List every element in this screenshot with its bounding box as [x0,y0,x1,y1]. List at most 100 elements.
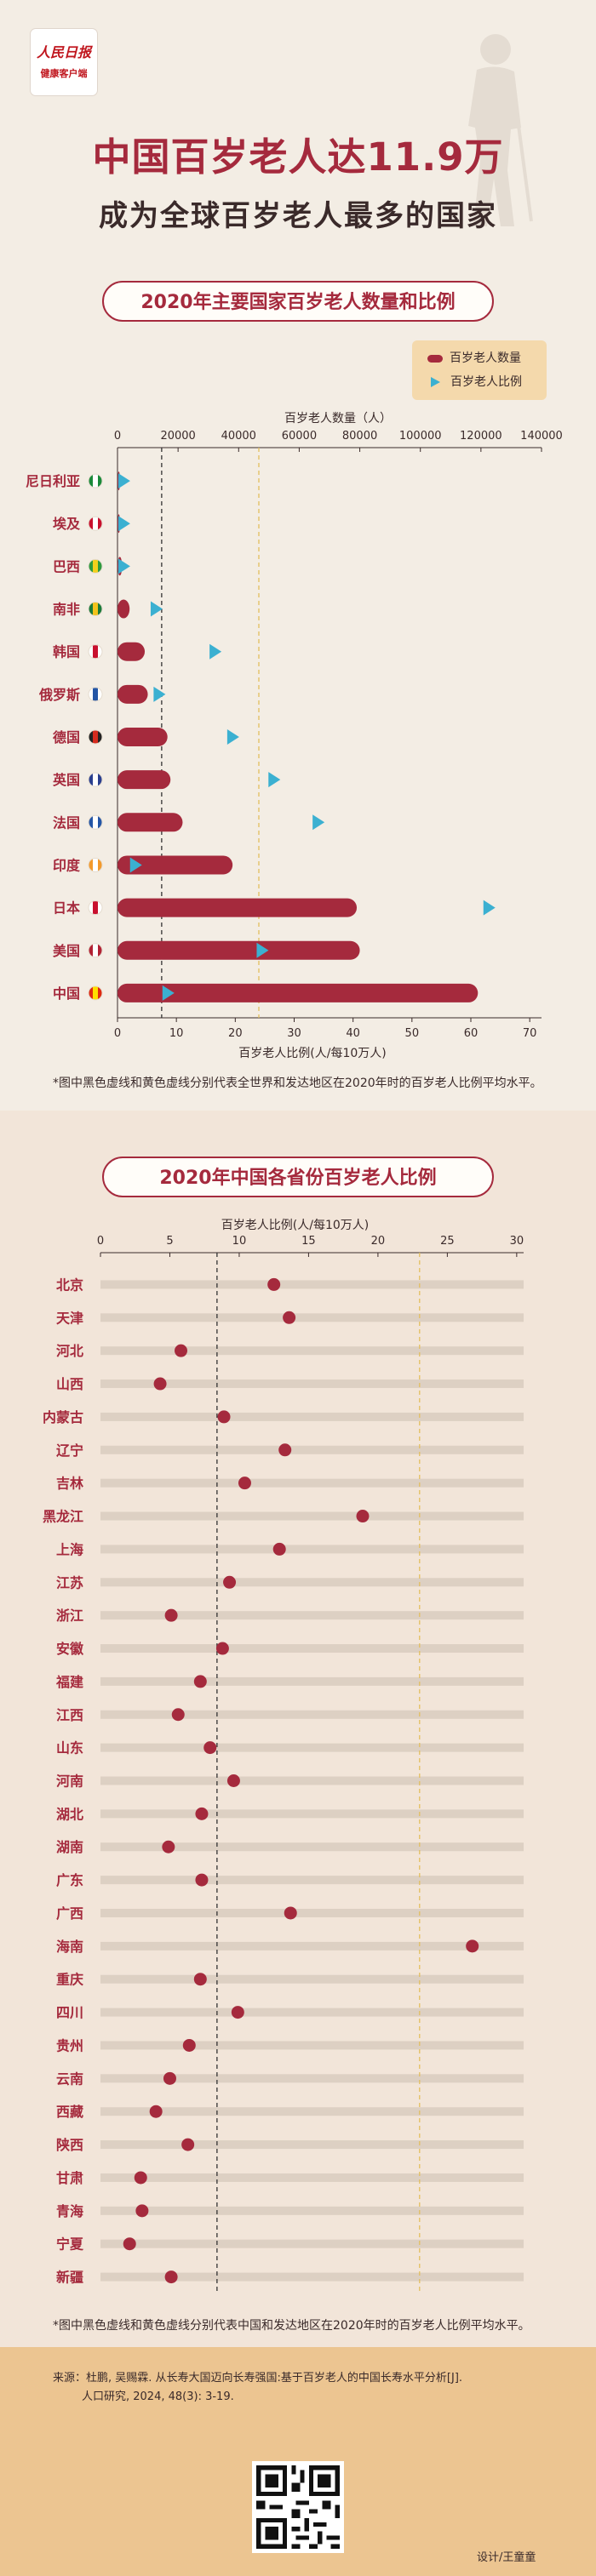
chart1-country-label: 埃及 [53,516,81,532]
chart2-point-17 [162,1840,175,1853]
chart1-bar-11 [117,940,360,960]
chart1-ratio-marker-3 [150,601,163,617]
chart1-ratio-marker-0 [117,473,130,489]
chart1-bottom-tick-label: 40 [346,1027,360,1040]
chart2-province-label: 吉林 [56,1476,83,1492]
chart2-point-29 [123,2237,136,2251]
chart2-row-band [100,1644,524,1654]
flag-ring [88,602,103,617]
flag-band [93,687,98,701]
chart2-province-label: 北京 [56,1277,83,1293]
chart1-svg: 百岁老人数量（人） 0 20000 40000 60000 80000 100000 1200… [26,412,563,1060]
chart2-point-23 [182,2038,196,2052]
chart2-tick-label: 5 [166,1235,173,1248]
chart1-country-label: 巴西 [53,558,80,574]
chart2-point-6 [238,1476,251,1490]
chart1-bottom-tick-label: 0 [114,1027,121,1040]
chart1-top-tick-label: 80000 [342,430,377,443]
chart2-point-28 [135,2204,149,2218]
top-section: 人民日报 健康客户端 中国百岁老人达11.9万 成为全球百岁老人最多的国家 20… [0,0,596,1111]
chart2-province-label: 河南 [56,1773,83,1790]
chart2-row-band [100,1809,524,1819]
chart2-province-label: 湖南 [56,1839,83,1855]
chart1-ratio-marker-12 [162,985,175,1001]
chart2-province-label: 贵州 [56,2037,83,2053]
source-line1: 来源：杜鹏, 吴赐霖. 从长寿大国迈向长寿强国:基于百岁老人的中国长寿水平分析[… [53,2372,463,2385]
chart2-row-band [100,1445,524,1454]
flag-band [93,815,98,830]
chart1-bar-5 [117,684,148,704]
chart2-point-18 [195,1873,209,1887]
chart2-row-band [100,1280,524,1289]
chart1-ratio-marker-4 [209,643,222,660]
qr-code-icon[interactable] [252,2461,344,2553]
chart1-ratio-marker-5 [153,686,166,702]
chart2-row-band [100,1545,524,1554]
chart1-country-label: 法国 [53,814,80,831]
chart1-country-label: 韩国 [53,644,80,660]
chart2-row-band [100,1908,524,1917]
chart1-top-tick-label: 40000 [221,430,256,443]
india-flag-icon [88,857,103,872]
chart1-ratio-marker-8 [312,814,325,831]
legend-count: 百岁老人数量 [427,349,521,368]
legend-triangle-swatch [431,377,440,387]
usa-flag-icon [88,943,103,958]
chart2-point-15 [226,1774,240,1787]
chart1-top-axis-label: 百岁老人数量（人） [284,412,392,426]
flag-band [93,602,98,616]
chart2-province-label: 新疆 [56,2270,83,2286]
chart2-point-14 [203,1741,217,1755]
chart1-country-label: 俄罗斯 [38,687,80,703]
nigeria-flag-icon [88,473,103,488]
brazil-flag-icon [88,558,103,574]
chart1-bottom-tick-label: 20 [228,1027,243,1040]
chart1-country-label: 美国 [53,943,80,959]
chart2-province-label: 河北 [56,1343,83,1359]
chart2-province-label: 辽宁 [56,1442,83,1459]
flag-ring [88,516,103,531]
flag-ring [88,985,103,1001]
flag-ring [88,687,103,702]
chart2-province-label: 云南 [56,2071,83,2087]
chart1-country-label: 印度 [53,857,81,873]
chart1-bar-3 [117,599,130,619]
chart2-province-label: 内蒙古 [43,1409,83,1425]
chart2-row-band [100,1346,524,1356]
chart2-row-band [100,2140,524,2150]
flag-band [93,900,98,915]
flag-band [93,985,98,1000]
chart2-point-7 [356,1510,370,1523]
flag-ring [88,900,103,916]
chart2-province-label: 广西 [56,1905,83,1922]
chart1-bar-4 [117,642,146,661]
province-section: 2020年中国各省份百岁老人比例 百岁老人比例(人/每10万人) 0 5 10 15 20… [0,1111,596,2347]
chart2-province-label: 海南 [56,1939,83,1955]
flag-band [93,773,98,787]
chart2-point-1 [283,1311,296,1324]
chart2-province-label: 江西 [56,1707,83,1723]
legend-ratio: 百岁老人比例 [427,373,522,391]
chart2-point-11 [215,1642,229,1655]
chart2-point-12 [193,1675,207,1688]
chart2-point-19 [284,1906,297,1920]
chart1-bottom-tick-label: 50 [405,1027,420,1040]
footer: 来源：杜鹏, 吴赐霖. 从长寿大国迈向长寿强国:基于百岁老人的中国长寿水平分析[… [0,2347,596,2576]
brand-logo: 人民日报 健康客户端 [31,29,97,95]
chart1-bottom-tick-label: 70 [523,1027,537,1040]
chart2-province-label: 浙江 [56,1608,83,1624]
chart1-top-tick-label: 60000 [282,430,317,443]
chart2-province-label: 安徽 [56,1641,84,1657]
chart1-ratio-marker-10 [483,900,496,916]
chart2-point-2 [175,1344,188,1357]
flag-band [93,730,98,744]
logo-line2: 健康客户端 [40,68,88,79]
chart1-bottom-axis-label: 百岁老人比例(人/每10万人) [238,1047,386,1060]
russia-flag-icon [88,687,103,702]
flag-ring [88,473,103,488]
chart1-country-label: 中国 [53,985,80,1002]
flag-band [93,644,98,659]
chart2-tick-label: 15 [301,1235,316,1248]
chart2-point-10 [164,1608,178,1622]
chart1-bottom-tick-label: 60 [464,1027,479,1040]
